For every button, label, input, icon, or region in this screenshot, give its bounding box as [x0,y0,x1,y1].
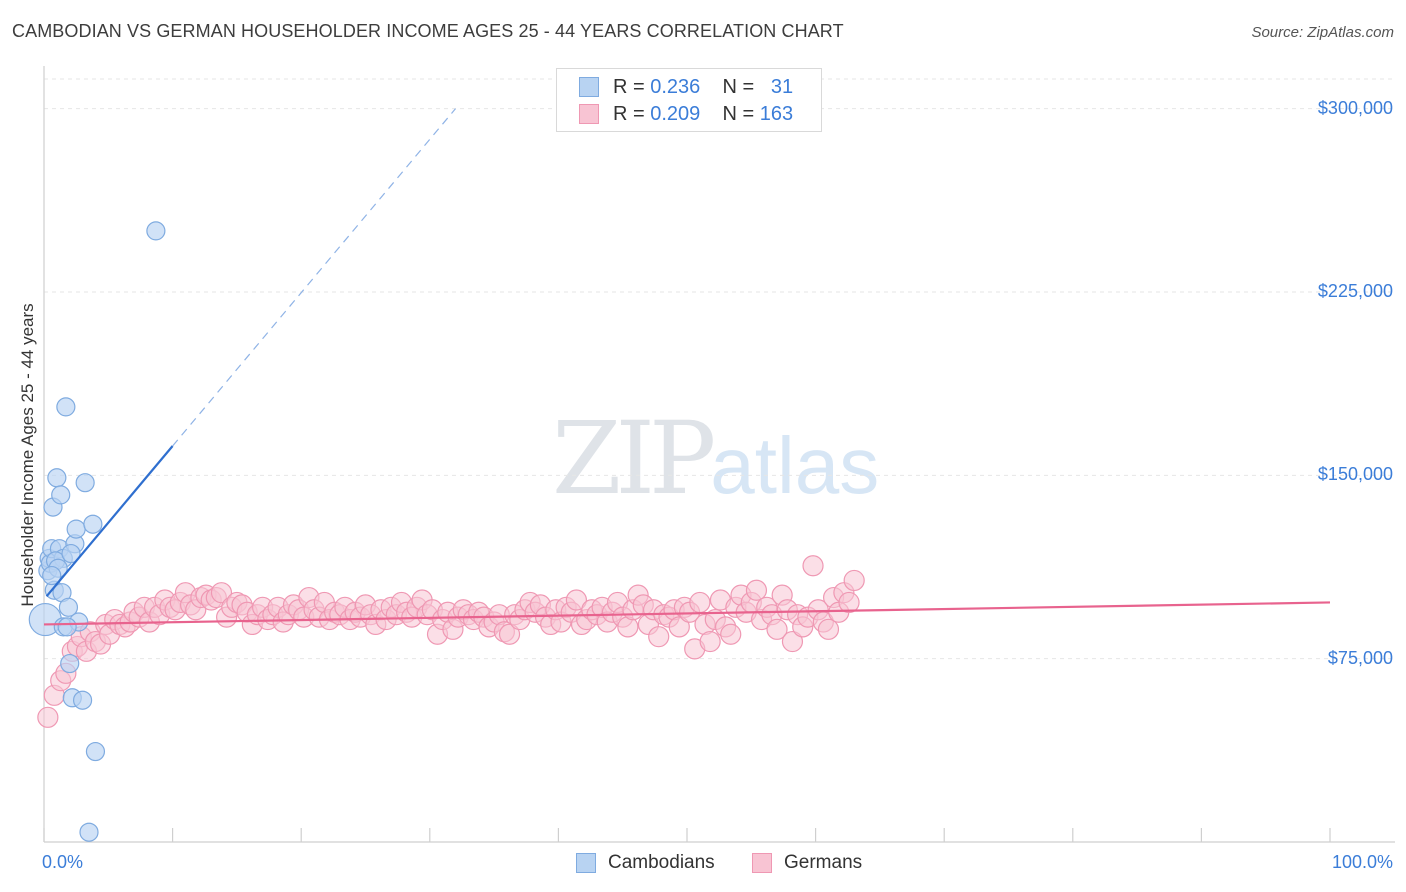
y-tick-label: $75,000 [1327,647,1393,668]
cambodian-point [58,597,79,617]
cambodian-trend-extension [172,108,456,447]
legend-r-label: R = [613,75,651,98]
german-point [668,616,690,638]
chart-title: CAMBODIAN VS GERMAN HOUSEHOLDER INCOME A… [12,21,844,41]
legend-item-cambodians[interactable]: Cambodians [576,852,715,874]
trend-lines [43,108,1331,626]
legend-label-cambodians: Cambodians [608,852,715,873]
cambodian-point [66,519,86,539]
german-point [766,618,788,640]
german-point [720,623,742,645]
cambodian-point [75,473,95,493]
german-trend-line [43,601,1331,626]
german-point [689,591,711,614]
cambodian-point [61,543,81,564]
cambodian-point [85,741,106,762]
cambodian-point [56,397,76,417]
cambodian-point [42,565,62,586]
grid-lines [44,78,1395,660]
axes [43,66,1395,843]
cambodian-point [72,690,93,710]
german-point [648,626,670,648]
german-points [37,555,865,728]
legend-row-germans: R = 0.209 N = 163 [579,102,794,126]
cambodian-point [47,468,67,488]
german-point [498,623,521,645]
y-tick-label: $225,000 [1317,281,1393,301]
german-point [699,630,721,653]
german-point [843,569,865,592]
source-label: Source: ZipAtlas.com [1251,24,1394,41]
legend-n-label: N = [722,75,760,98]
y-tick-label: $150,000 [1317,464,1393,485]
german-point [781,630,804,653]
stats-legend: R = 0.236 N = 31 R = 0.209 N = 163 [556,68,822,132]
cambodian-point [57,617,77,637]
cambodian-point [146,221,166,241]
cambodian-points [28,221,166,842]
x-tick-label-max: 100.0% [1331,852,1393,872]
german-point [817,618,840,640]
cambodian-point [51,485,71,505]
legend-row-cambodians: R = 0.236 N = 31 [579,75,794,99]
legend-r-label: R = [613,102,651,125]
cambodian-point [83,514,103,534]
series-legend: Cambodians Germans [0,852,1406,876]
german-point [838,591,860,614]
cambodian-trend-line [45,445,174,598]
german-point [210,582,233,604]
legend-n-value-germans: 163 [759,102,794,125]
legend-n-label: N = [722,102,760,125]
x-tick-label-min: 0.0% [42,852,84,872]
cambodian-point [60,653,80,674]
cambodian-point [79,822,99,842]
legend-r-value-germans: 0.209 [650,102,701,125]
legend-item-germans[interactable]: Germans [752,852,862,874]
legend-label-germans: Germans [784,852,863,873]
legend-r-value-cambodians: 0.236 [650,75,701,98]
legend-swatch-cambodians [576,853,596,873]
german-point [37,706,59,728]
german-point [745,579,768,601]
german-point [565,589,588,611]
y-tick-label: $300,000 [1317,97,1393,118]
legend-swatch-germans [579,104,599,124]
german-point [802,555,824,577]
legend-n-value-cambodians: 31 [770,75,794,98]
legend-swatch-cambodians [579,77,599,97]
legend-swatch-germans [752,853,772,873]
